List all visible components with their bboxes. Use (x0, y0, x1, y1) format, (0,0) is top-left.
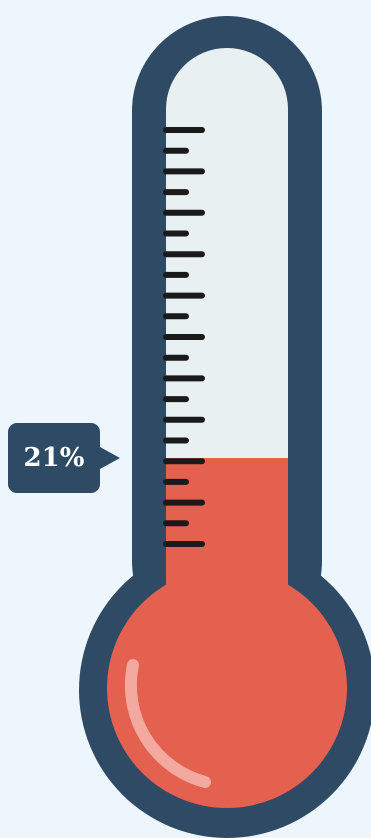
level-callout: 21% (8, 423, 120, 493)
level-label: 21% (23, 443, 85, 473)
bulb-highlight (124, 659, 211, 788)
mercury-bulb (107, 568, 347, 808)
tick-scale (163, 127, 205, 547)
